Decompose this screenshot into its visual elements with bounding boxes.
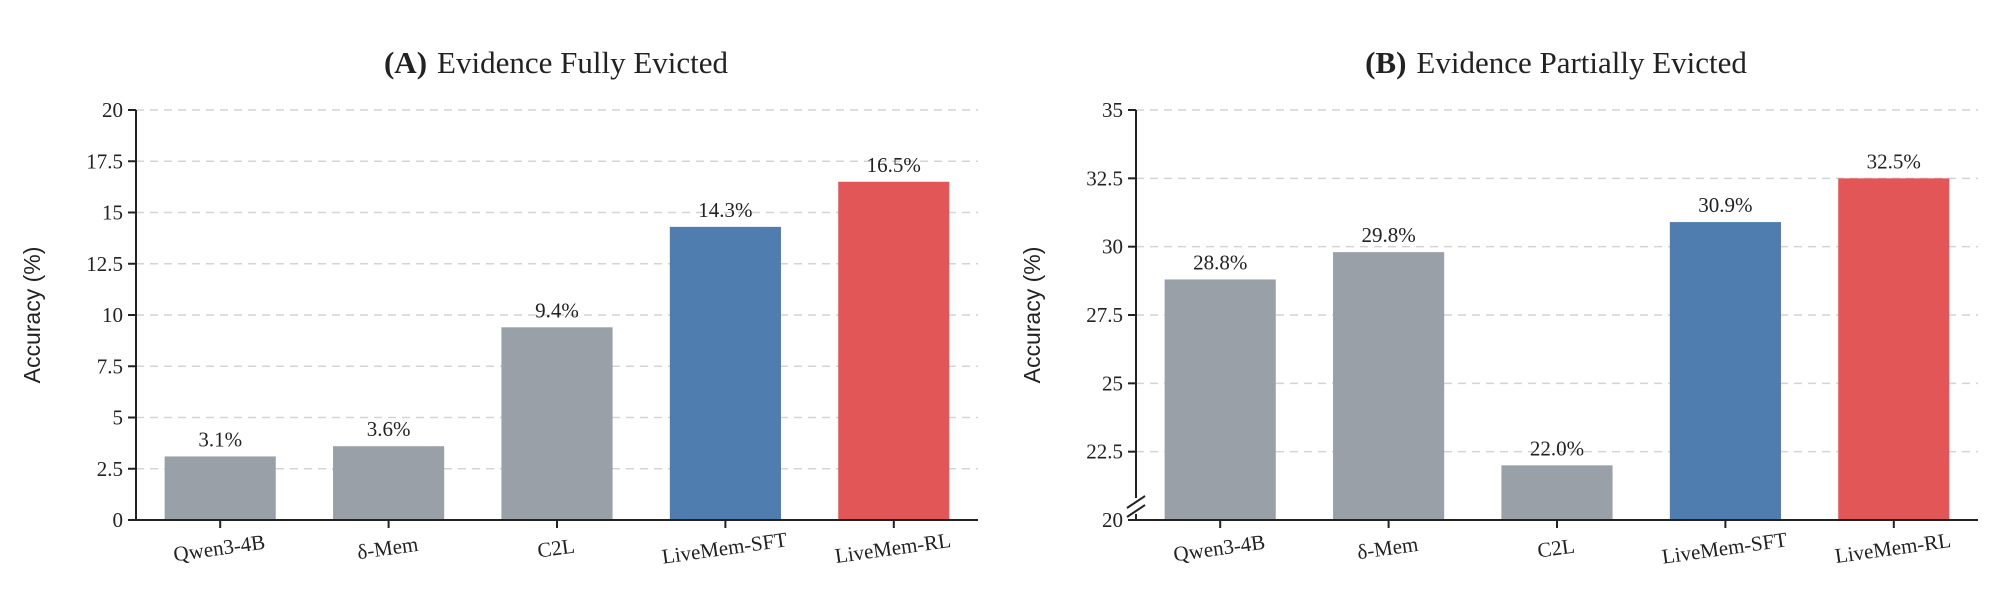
panel-a-category-label: C2L: [536, 534, 576, 563]
panel-a-bar: [838, 181, 950, 520]
panel-a-bars: [164, 181, 950, 520]
panel-b-y-tick-label: 35: [1102, 98, 1123, 122]
panel-a-bar: [164, 456, 276, 520]
panel-a-bar: [333, 446, 445, 520]
panel-a-category-label: LiveMem-SFT: [660, 527, 788, 568]
panel-b-data-label: 28.8%: [1193, 250, 1247, 274]
panel-b-y-tick-label: 27.5: [1086, 303, 1123, 327]
panel-a-axes: [128, 109, 978, 528]
panel-b-bars: [1164, 178, 1950, 521]
panel-b-axis-break-mark: [1126, 504, 1146, 518]
panel-b-bar: [1164, 279, 1276, 520]
panel-a: (A) Evidence Fully Evicted Accuracy (%) 0…: [19, 45, 978, 569]
panel-b-data-label: 29.8%: [1361, 223, 1415, 247]
panel-b-data-label: 32.5%: [1867, 149, 1921, 173]
panel-b-category-label: C2L: [1536, 534, 1576, 563]
panel-a-y-tick-label: 0: [113, 508, 124, 532]
panel-a-y-tick-label: 5: [113, 406, 124, 430]
panel-a-y-tick-label: 10: [102, 303, 123, 327]
panel-b-bar: [1333, 252, 1445, 520]
panel-b-category-label: Qwen3-4B: [1172, 530, 1267, 567]
panel-b-data-label: 30.9%: [1698, 193, 1752, 217]
panel-b-y-tick-label: 32.5: [1086, 166, 1123, 190]
panel-b-y-axis-label: Accuracy (%): [1019, 247, 1045, 384]
panel-b-category-label: LiveMem-RL: [1833, 528, 1952, 568]
panel-a-y-tick-label: 2.5: [97, 457, 123, 481]
panel-b-y-tick-label: 30: [1102, 235, 1123, 259]
panel-a-data-label: 3.6%: [367, 417, 411, 441]
panel-a-data-label: 16.5%: [867, 153, 921, 177]
panel-b-bar: [1838, 178, 1950, 521]
panel-b-category-label: δ-Mem: [1356, 532, 1420, 564]
panel-b: (B) Evidence Partially Evicted Accuracy (…: [1019, 45, 1978, 569]
panel-b-axes: [1126, 109, 1978, 528]
panel-a-bar: [501, 327, 613, 520]
panel-b-title-prefix: (B): [1365, 45, 1406, 80]
panel-a-category-label: Qwen3-4B: [172, 530, 267, 567]
panel-a-y-tick-label: 12.5: [86, 252, 123, 276]
panel-a-y-tick-label: 7.5: [97, 354, 123, 378]
panel-a-y-tick-label: 20: [102, 98, 123, 122]
panel-a-data-label: 14.3%: [698, 198, 752, 222]
panel-b-title-text: Evidence Partially Evicted: [1416, 45, 1747, 80]
panel-b-data-label: 22.0%: [1530, 436, 1584, 460]
panel-a-bar: [669, 226, 781, 520]
panel-a-category-label: LiveMem-RL: [833, 528, 952, 568]
panel-a-title: (A) Evidence Fully Evicted: [384, 45, 729, 80]
panel-a-title-prefix: (A): [384, 45, 427, 80]
panel-b-gridlines: [1136, 109, 1978, 453]
panel-b-y-tick-label: 25: [1102, 371, 1123, 395]
panel-b-axis-break-mark: [1126, 495, 1146, 509]
panel-a-data-label: 9.4%: [535, 298, 579, 322]
panel-a-y-axis-label: Accuracy (%): [19, 247, 45, 384]
panel-b-y-tick-label: 22.5: [1086, 440, 1123, 464]
panel-a-y-tick-label: 17.5: [86, 149, 123, 173]
panel-b-title: (B) Evidence Partially Evicted: [1365, 45, 1747, 80]
panel-b-y-tick-label: 20: [1102, 508, 1123, 532]
panel-b-bar: [1501, 465, 1613, 520]
panel-a-category-label: δ-Mem: [356, 532, 420, 564]
panel-b-bar: [1669, 222, 1781, 521]
panel-a-data-label: 3.1%: [198, 427, 242, 451]
panel-b-labels: 20 22.5 25 27.5 30 32.5 35 28.8% Qwen3-4B 29.8% δ-…: [1086, 98, 1952, 569]
panel-a-y-tick-label: 15: [102, 201, 123, 225]
panel-a-title-text: Evidence Fully Evicted: [437, 45, 728, 80]
panel-b-category-label: LiveMem-SFT: [1660, 527, 1788, 568]
